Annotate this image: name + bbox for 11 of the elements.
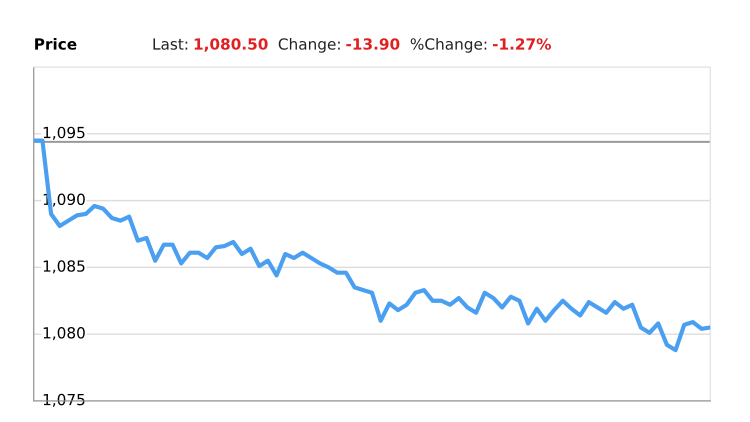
line-series [34,138,710,352]
y-tick-label: 1,095 [44,126,84,140]
chart-title: Price [35,38,76,50]
text: -1.27% [492,38,551,50]
text: Change: [278,38,340,53]
text: %Change: [410,38,486,53]
text: Last: [154,38,188,50]
y-tick-label: 1,085 [44,260,84,274]
y-tick-label: 1,080 [44,327,85,340]
text: 1,080.50 [194,38,268,52]
text: -13.90 [346,38,400,50]
